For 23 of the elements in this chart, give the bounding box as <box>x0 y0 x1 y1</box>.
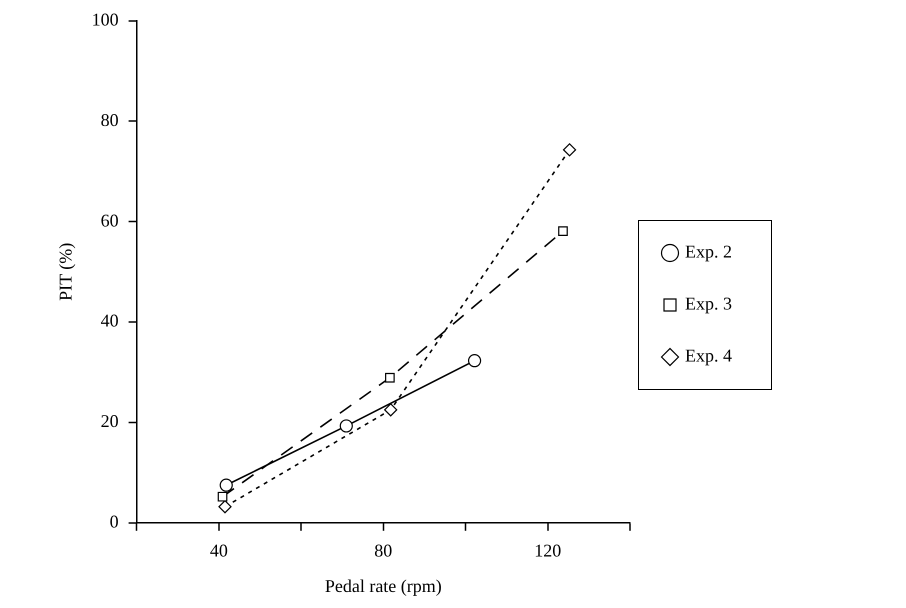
point <box>562 143 576 156</box>
x-tick-label: 40 <box>210 540 228 560</box>
y-tick-label: 20 <box>100 411 119 432</box>
y-tick-label: 0 <box>110 512 119 532</box>
y-axis-title: PIT (%) <box>56 242 76 301</box>
point <box>385 372 395 383</box>
point <box>468 354 482 368</box>
point <box>384 403 398 416</box>
legend-label: Exp. 2 <box>685 242 732 262</box>
point <box>558 226 568 236</box>
point <box>218 492 228 502</box>
y-tick-label: 80 <box>100 110 119 130</box>
x-tick-label: 120 <box>534 540 562 560</box>
x-tick-label: 80 <box>374 540 392 560</box>
point <box>340 419 353 433</box>
y-tick-label: 60 <box>100 210 119 230</box>
point <box>218 500 232 514</box>
legend-label: Exp. 3 <box>685 294 732 314</box>
y-tick-label: 40 <box>100 310 119 331</box>
point <box>220 478 233 492</box>
x-axis-title: Pedal rate (rpm) <box>324 576 442 596</box>
y-tick-label: 100 <box>92 10 119 30</box>
legend-label: Exp. 4 <box>685 346 732 366</box>
